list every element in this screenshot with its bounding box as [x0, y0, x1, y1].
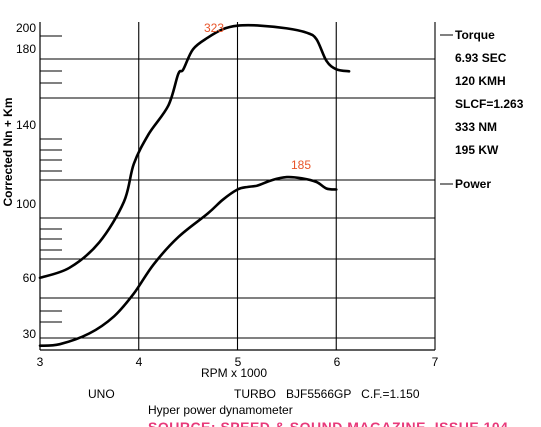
x-axis-label: RPM x 1000: [201, 366, 267, 380]
series-line-torque: [38, 23, 351, 280]
power-peak-label: 185: [291, 158, 311, 172]
legend-power: Power: [455, 177, 491, 191]
y-tick-label-60: 60: [23, 271, 37, 285]
y-tick-label-100: 100: [16, 197, 36, 211]
x-tick-label-5: 5: [235, 355, 242, 369]
chart-grid: [40, 22, 436, 350]
y-tick-label-140: 140: [16, 118, 36, 132]
footer-source: SOURCE: SPEED & SOUND MAGAZINE, ISSUE 10…: [148, 419, 508, 427]
y-tick-label-200: 200: [16, 21, 36, 35]
y-tick-label-180: 180: [16, 42, 36, 56]
x-tick-label-4: 4: [136, 355, 143, 369]
stat-power-kw: 195 KW: [455, 143, 499, 157]
stat-slcf: SLCF=1.263: [455, 97, 524, 111]
x-tick-label-6: 6: [334, 355, 341, 369]
y-axis-label: Corrected Nn + Km: [1, 97, 15, 206]
footer-spec: TURBO BJF5566GP C.F.=1.150: [234, 387, 420, 401]
x-tick-label-7: 7: [432, 355, 439, 369]
stat-torque-nm: 333 NM: [455, 120, 497, 134]
stat-speed: 120 KMH: [455, 74, 506, 88]
series-line-power: [38, 175, 338, 347]
footer-model: UNO: [88, 387, 115, 401]
x-tick-label-3: 3: [37, 355, 44, 369]
torque-peak-label: 323: [204, 21, 224, 35]
footer-device: Hyper power dynamometer: [148, 403, 293, 417]
stat-time: 6.93 SEC: [455, 51, 507, 65]
y-tick-label-30: 30: [23, 327, 37, 341]
legend-torque: Torque: [455, 28, 495, 42]
